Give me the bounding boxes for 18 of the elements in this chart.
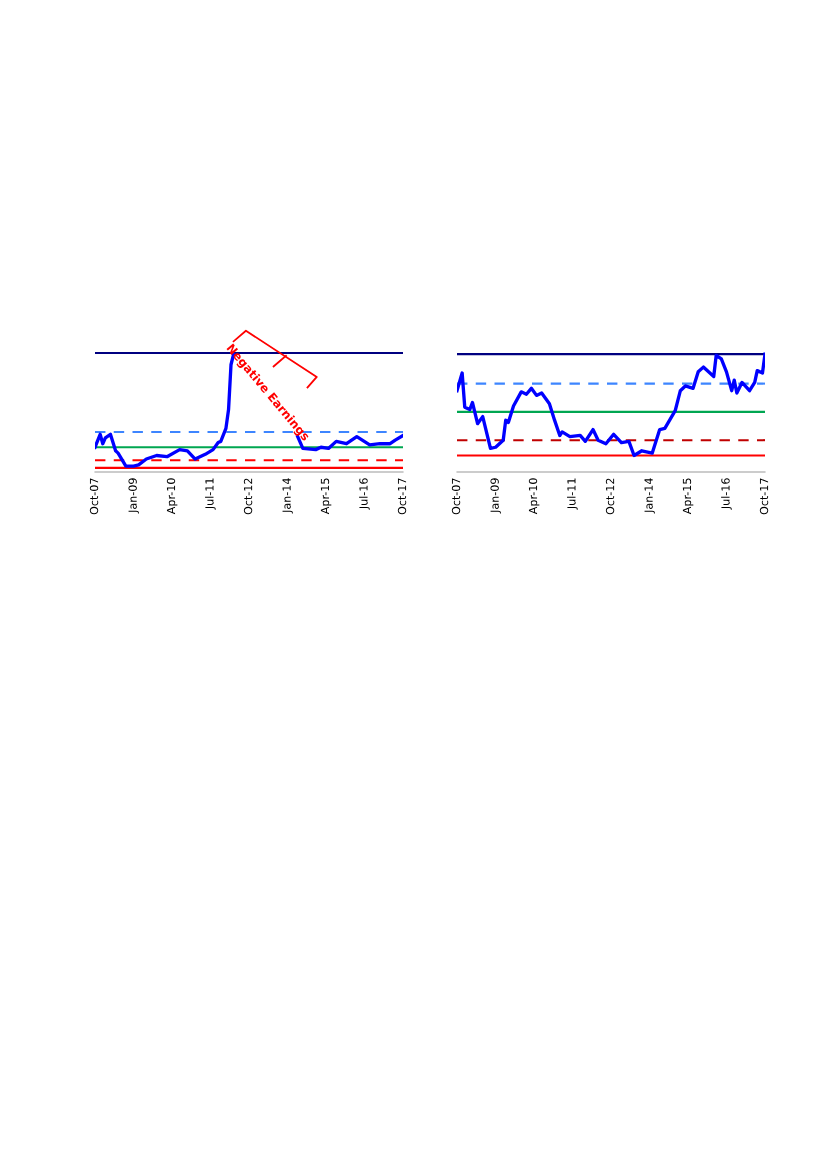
x-tick-label: Jan-14 [282,478,293,514]
x-tick-label: Oct-12 [605,478,615,515]
x-tick-label: Jul-11 [205,478,216,510]
x-tick-label: Oct-12 [243,478,253,515]
x-tick-label: Jan-14 [644,478,655,514]
x-tick-label: Oct-17 [397,478,407,515]
x-tick-label: Apr-10 [528,478,540,515]
x-tick-label: Jan-09 [490,478,501,514]
x-tick-label: Oct-07 [89,478,99,515]
x-tick-label: Oct-07 [451,478,461,515]
x-tick-label: Apr-15 [682,478,694,515]
x-tick-label: Jul-16 [721,478,732,510]
x-tick-label: Apr-10 [166,478,178,515]
x-tick-label: Oct-17 [759,478,769,515]
x-tick-label: Jul-11 [567,478,578,510]
x-tick-label: Jul-16 [359,478,370,510]
x-tick-label: Jan-09 [128,478,139,514]
x-tick-label: Apr-15 [320,478,332,515]
